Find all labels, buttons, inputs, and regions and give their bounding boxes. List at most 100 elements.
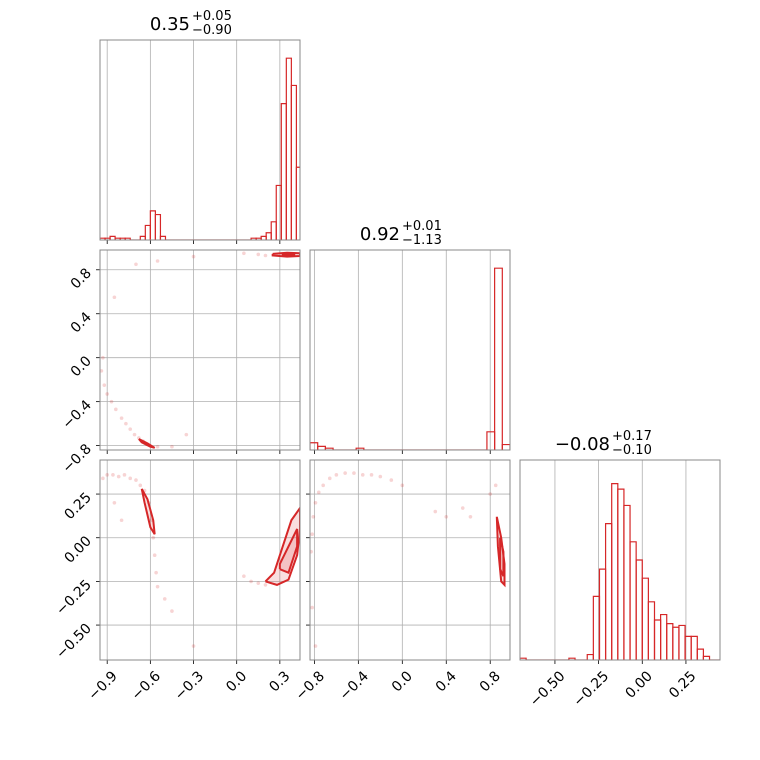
plot-area [310,460,510,660]
plot-area [100,460,300,660]
x-tick-label: 0.25 [666,668,699,701]
panel-frame [99,459,301,661]
sample-point [128,476,133,481]
sample-point [155,444,160,449]
sample-point [101,355,105,360]
panel: −0.50 −0.25 0.00 0.25 −0.08 +0.17−0.10 [519,429,721,710]
y-tick-label: 0.8 [68,265,95,292]
histogram-bin [124,237,131,240]
plot-area [520,460,720,660]
sample-point [378,474,383,479]
panel-frame [309,459,511,661]
plot-area [100,250,300,450]
sample-point [263,583,268,587]
histogram-bin [660,613,668,660]
x-tick-label: 0.3 [266,668,293,695]
x-tick-label: 0.4 [433,668,460,695]
panel: 0.92 +0.01−1.13 [309,219,511,454]
histogram-bin [295,166,300,240]
histogram-bin [270,221,277,240]
title-lower: −0.90 [192,23,232,38]
panel: −0.9 −0.6 −0.3 0.0 0.3 −0.50−0.25 0.00 0.25 [53,459,301,704]
sample-point [101,476,105,481]
sample-point [256,252,261,257]
sample-point [310,605,314,610]
sample-point [122,473,127,477]
y-tick-label: 0.0 [68,353,95,380]
sample-point [321,483,325,488]
density-contour [138,438,156,449]
histogram-bin [647,601,656,660]
sample-point [154,570,158,575]
histogram-bin [355,447,365,450]
histogram-bin [149,210,156,240]
sample-point [170,609,174,613]
histogram-bin [666,623,674,660]
x-tick-label: 0.0 [389,668,416,695]
histogram-bin [265,232,272,240]
sample-point [109,399,114,404]
histogram-bin [617,488,625,660]
sample-point [184,432,189,437]
sample-point [112,295,117,300]
sample-point [155,584,160,589]
histogram-bin [494,267,503,450]
sample-point [360,473,365,477]
histogram-bin [623,504,631,660]
histogram-bin [324,447,334,450]
title-upper: +0.01 [402,219,442,234]
sample-point [389,478,394,482]
histogram-bin [310,442,319,450]
panel: 0.35 +0.05−0.90 [99,9,301,244]
sample-point [151,535,156,540]
histogram-bin [702,655,711,660]
panel-frame [99,39,301,241]
sample-point [369,473,374,477]
x-tick-label: 0.00 [623,668,656,701]
density-contour [278,528,299,574]
sample-point [460,506,465,510]
histogram-bin [611,483,619,660]
y-tick-label: 0.25 [61,490,94,523]
panel: −0.8 −0.4 0.0 0.4 0.8 [293,459,511,704]
histogram-bin [144,224,151,240]
density-contour [499,537,505,577]
sample-point [152,553,157,557]
sample-point [105,392,109,396]
y-tick-label: −0.25 [53,577,95,619]
x-tick-label: −0.50 [527,668,569,710]
sample-point [124,421,128,426]
sample-point [327,476,332,481]
histogram-bin [280,103,287,240]
x-tick-label: −0.4 [337,668,372,703]
x-tick-label: −0.9 [85,668,120,703]
histogram-bin [139,235,146,240]
histogram-bin [486,431,496,450]
panel-frame [309,249,511,451]
histogram-bin [154,213,162,240]
x-tick-label: 0.0 [223,668,250,695]
sample-point [488,492,493,496]
panel-frame [99,249,301,451]
histogram-bin [604,523,613,660]
histogram-bin [696,648,705,660]
sample-point [311,514,316,519]
histogram-bin [520,657,527,660]
x-tick-label: −0.25 [571,668,613,710]
histogram-bin [275,184,282,240]
sample-point [263,253,268,258]
sample-point [119,518,124,523]
y-tick-label: 0.4 [68,309,95,336]
sample-point [310,532,314,537]
histogram-bin [290,84,298,240]
sample-point [343,471,347,475]
y-tick-label: −0.50 [53,621,95,663]
y-tick-label: −0.4 [59,397,94,432]
title-upper: +0.17 [612,429,652,444]
sample-point [352,471,356,475]
density-contour [281,252,296,257]
histogram-bin [260,235,267,240]
density-contour [140,488,156,535]
title-lower: −1.13 [402,233,442,248]
